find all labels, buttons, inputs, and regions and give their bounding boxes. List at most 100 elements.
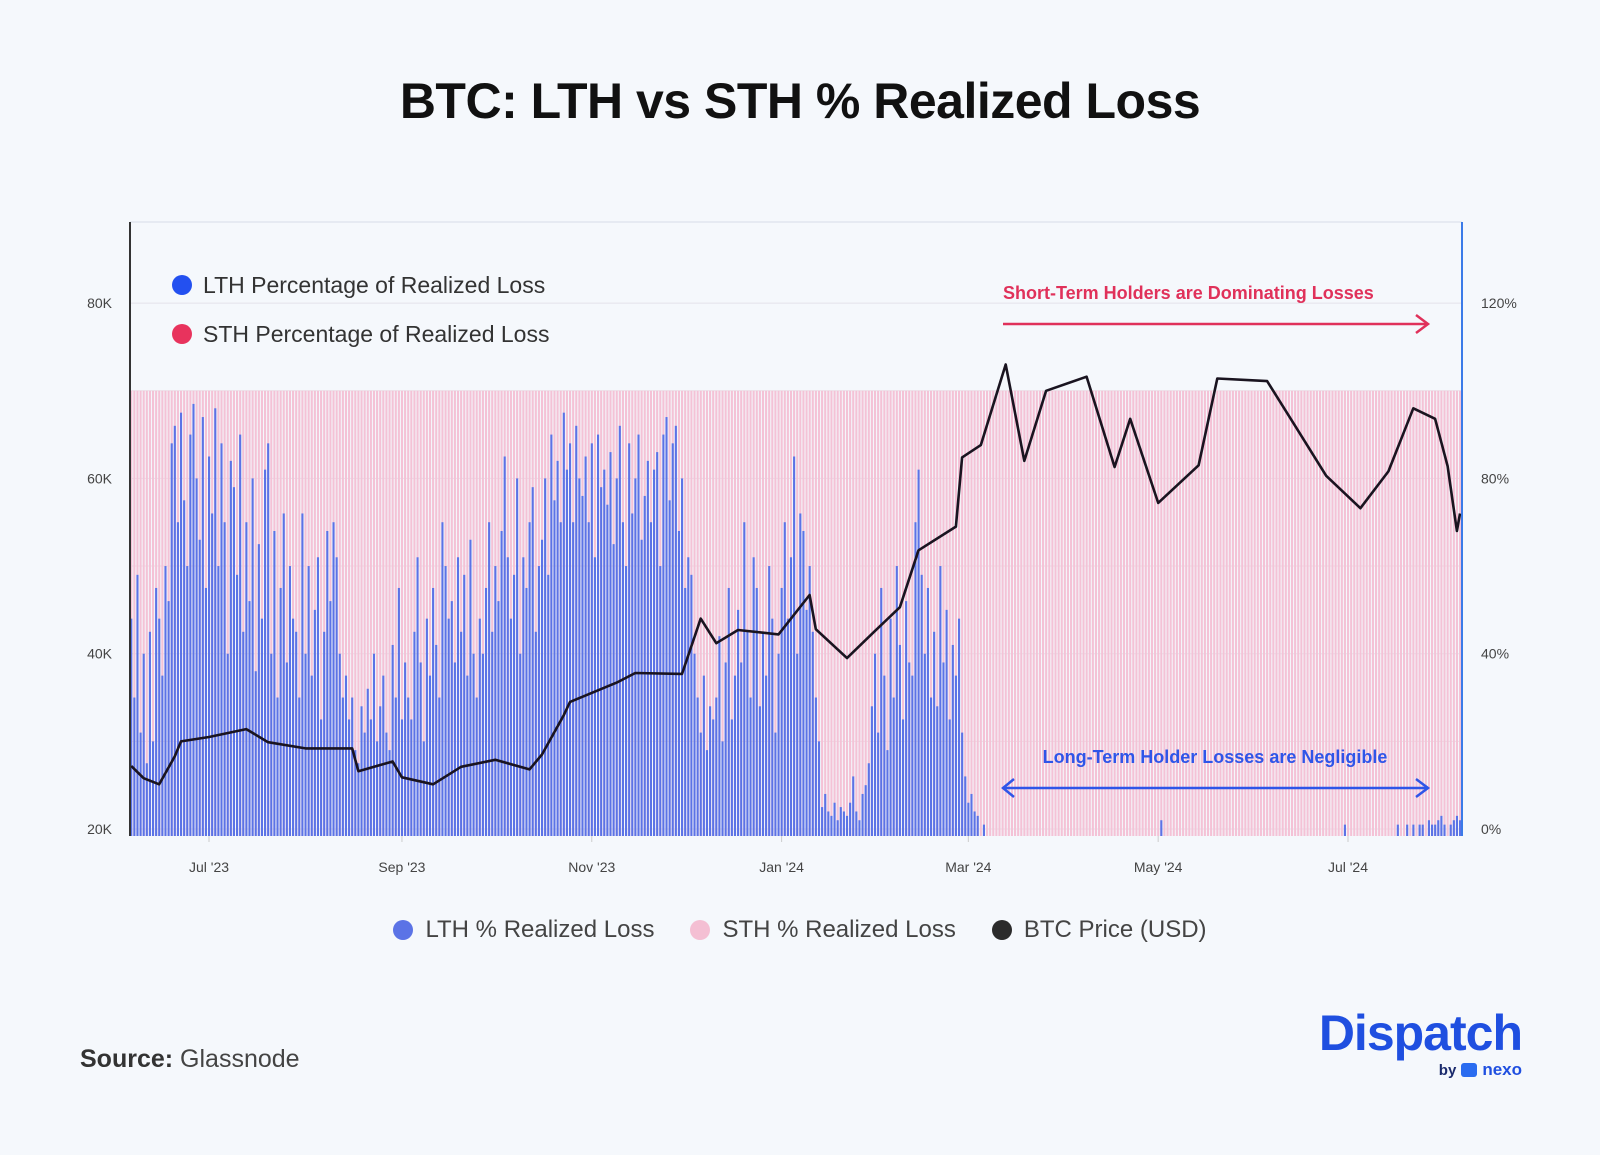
lth-bar: [877, 732, 880, 836]
sth-bar: [724, 390, 727, 836]
sth-bar: [1431, 390, 1434, 836]
sth-bar: [1216, 390, 1219, 836]
nexo-logo-icon: [1461, 1063, 1478, 1077]
lth-bar: [895, 566, 898, 836]
sth-bar: [1010, 390, 1013, 836]
lth-bar: [438, 697, 441, 836]
sth-bar: [1346, 390, 1350, 836]
lth-bar: [422, 741, 425, 836]
lth-bar: [805, 609, 808, 836]
legend-item-price[interactable]: BTC Price (USD): [991, 916, 1207, 944]
lth-bar: [503, 456, 506, 836]
lth-bar: [634, 478, 637, 836]
lth-bar: [786, 618, 789, 836]
sth-bar: [519, 390, 522, 836]
sth-bar: [1290, 390, 1294, 836]
lth-bar: [453, 662, 456, 836]
lth-bar: [320, 719, 323, 836]
sth-bar: [1023, 390, 1026, 836]
sth-bar: [1126, 390, 1129, 836]
lth-bar: [852, 776, 855, 836]
lth-bar: [441, 522, 444, 836]
right-tick-label: 40%: [1481, 646, 1509, 662]
sth-bar: [1014, 390, 1017, 836]
sth-bar: [1116, 390, 1119, 836]
lth-bar: [201, 417, 204, 836]
lth-bar: [615, 478, 618, 836]
sth-bar: [385, 390, 388, 836]
lth-bar: [799, 513, 802, 836]
lth-bar: [292, 618, 295, 836]
lth-bar: [961, 732, 964, 836]
lth-bar: [562, 412, 565, 836]
sth-bar: [1054, 390, 1057, 836]
lth-bar: [257, 544, 260, 836]
lth-bar: [376, 741, 379, 836]
sth-bar: [1191, 390, 1194, 836]
sth-bar: [151, 390, 155, 836]
sth-bar: [923, 390, 926, 836]
sth-bar: [1337, 390, 1340, 836]
sth-bar: [1350, 390, 1353, 836]
sth-bar: [814, 390, 817, 836]
lth-bar: [245, 522, 248, 836]
lth-bar: [547, 574, 550, 836]
lth-bar: [1412, 824, 1415, 836]
lth-bar: [444, 566, 447, 836]
lth-bar: [821, 807, 824, 836]
lth-bar: [500, 530, 503, 836]
sth-bar: [1390, 390, 1393, 836]
lth-bar: [1406, 824, 1409, 836]
sth-bar: [1437, 390, 1440, 836]
legend-item-sth[interactable]: STH % Realized Loss: [690, 916, 956, 944]
lth-bar: [211, 513, 214, 836]
lth-bar: [316, 557, 320, 836]
sth-bar: [855, 390, 858, 836]
sth-bar: [285, 390, 288, 836]
legend-item-lth[interactable]: LTH % Realized Loss: [393, 916, 654, 944]
lth-bar: [976, 815, 979, 836]
lth-bar: [565, 469, 568, 836]
sth-bar: [1443, 390, 1446, 836]
sth-bar: [1452, 390, 1455, 836]
sth-bar: [1362, 390, 1365, 836]
lth-bar: [625, 566, 628, 836]
sth-bar: [260, 390, 264, 836]
sth-bar: [323, 390, 326, 836]
lth-bar: [774, 732, 777, 836]
sth-bar: [1272, 390, 1275, 836]
sth-bar: [534, 390, 537, 836]
lth-bar: [581, 495, 584, 836]
lth-bar: [164, 566, 167, 836]
sth-bar: [1088, 390, 1091, 836]
x-tick-label: May '24: [1134, 859, 1183, 875]
sth-bar: [369, 390, 372, 836]
lth-bar: [204, 587, 207, 836]
lth-bar: [1418, 824, 1421, 836]
lth-annotation-text: Long-Term Holder Losses are Negligible: [1043, 747, 1388, 767]
lth-bar: [229, 460, 232, 836]
sth-bar: [1396, 390, 1399, 836]
lth-bar: [354, 750, 357, 836]
sth-bar: [774, 390, 777, 836]
lth-bar: [267, 443, 270, 836]
sth-bar: [1353, 390, 1356, 836]
lth-bar: [559, 522, 562, 836]
sth-bar: [849, 390, 852, 836]
lth-bar: [646, 460, 649, 836]
sth-bar: [310, 390, 313, 836]
lth-legend-dot: [172, 275, 192, 295]
sth-bar: [1406, 390, 1409, 836]
sth-bar: [1231, 390, 1234, 836]
sth-bar: [428, 390, 432, 836]
lth-bar: [519, 653, 522, 836]
sth-bar: [1073, 390, 1076, 836]
lth-bar: [435, 644, 438, 836]
lth-bar: [923, 653, 926, 836]
sth-bar: [961, 390, 964, 836]
sth-bar: [989, 390, 992, 836]
lth-bar: [276, 697, 279, 836]
lth-bar: [379, 706, 382, 836]
sth-bar: [1403, 390, 1406, 836]
lth-bar: [506, 557, 509, 836]
